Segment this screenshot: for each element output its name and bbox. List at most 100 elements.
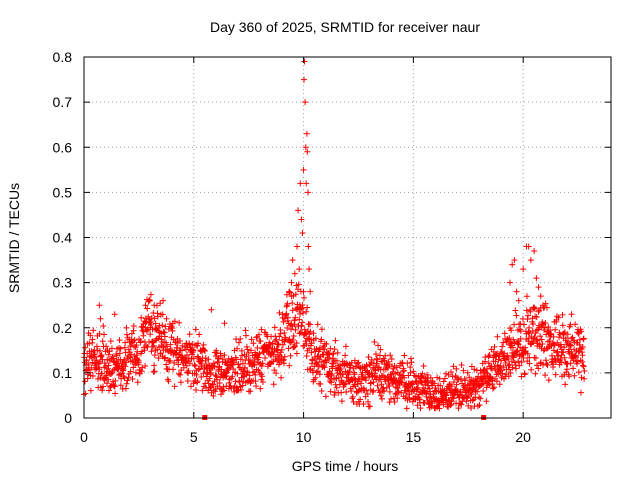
data-point [486,352,493,359]
data-point [238,386,245,393]
data-point [235,339,242,346]
data-point [276,309,283,316]
data-point [305,335,312,342]
data-point [259,360,266,367]
data-point [157,300,164,307]
data-point [494,333,501,340]
data-point [305,243,312,250]
data-point [161,333,168,340]
data-point [120,367,127,374]
data-point [322,393,329,400]
data-point [441,375,448,382]
data-point [194,378,201,385]
data-point [535,284,542,291]
data-point [362,377,369,384]
data-point [527,308,534,315]
data-point [404,360,411,367]
data-point [562,381,569,388]
data-point [427,374,434,381]
data-point [146,296,153,303]
data-point [377,392,384,399]
data-point [176,319,183,326]
data-point [516,362,523,369]
data-point [87,387,94,394]
data-point [222,373,229,380]
data-point [578,328,585,335]
data-point [501,350,508,357]
data-point [291,270,298,277]
data-point [508,358,515,365]
chart-title: Day 360 of 2025, SRMTID for receiver nau… [210,19,480,35]
data-point [448,383,455,390]
data-point [177,371,184,378]
data-point [555,314,562,321]
data-point [563,366,570,373]
data-point [327,345,334,352]
data-point [495,356,502,363]
data-point [408,355,415,362]
data-point [248,336,255,343]
data-point [367,380,374,387]
data-point [568,311,575,318]
data-point [299,229,306,236]
data-point [313,360,320,367]
data-point [354,381,361,388]
data-point [327,388,334,395]
data-point [466,374,473,381]
data-points [81,58,588,420]
data-point [123,324,130,331]
data-point [530,339,537,346]
data-point [493,378,500,385]
data-point [301,294,308,301]
data-point [518,373,525,380]
data-point [550,333,557,340]
data-point [401,352,408,359]
data-point [560,349,567,356]
data-point [292,314,299,321]
data-point [117,345,124,352]
data-point [156,322,163,329]
data-point [312,335,319,342]
data-point [506,335,513,342]
data-point [185,367,192,374]
data-point [379,395,386,402]
data-point [277,359,284,366]
data-point [198,373,205,380]
data-point [509,344,516,351]
data-point [89,372,96,379]
data-point [217,352,224,359]
data-point [101,331,108,338]
data-point [386,399,393,406]
data-point [448,368,455,375]
data-point [125,374,132,381]
data-point [169,327,176,334]
data-point [354,360,361,367]
data-point [531,305,538,312]
data-point [147,319,154,326]
data-point [89,336,96,343]
data-point [510,336,517,343]
data-point [138,314,145,321]
data-point [106,387,113,394]
data-point [138,368,145,375]
data-point [318,326,325,333]
data-point [308,340,315,347]
data-point [195,366,202,373]
data-point [517,335,524,342]
data-point [115,372,122,379]
data-point [491,343,498,350]
data-point [394,395,401,402]
data-point [271,324,278,331]
y-tick-label: 0.7 [53,94,73,110]
data-point [200,370,207,377]
data-point [104,356,111,363]
data-point [559,311,566,318]
data-point [512,307,519,314]
data-point [175,370,182,377]
data-point [533,313,540,320]
data-point [530,320,537,327]
data-point [304,189,311,196]
data-point [498,349,505,356]
data-point [326,351,333,358]
data-point [567,342,574,349]
